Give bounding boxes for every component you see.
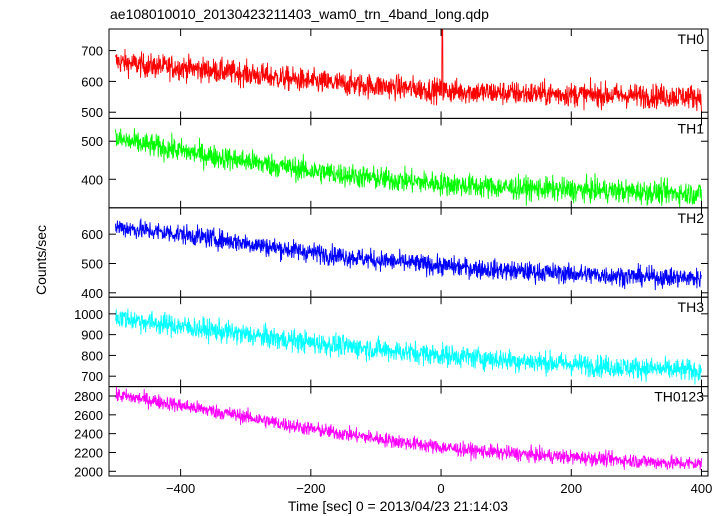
panel-label: TH3 — [678, 299, 705, 315]
panel-frame — [108, 207, 709, 298]
x-tick-label: 400 — [691, 481, 713, 496]
y-tick-label: 2200 — [74, 445, 103, 460]
panel-frame — [108, 386, 709, 477]
x-tick-label: 200 — [560, 481, 582, 496]
y-tick-label: 700 — [81, 44, 103, 59]
panel-label: TH2 — [678, 210, 705, 226]
y-tick-label: 2600 — [74, 408, 103, 423]
panels-group: 500 600 700 TH0 400 500 TH1 400 500 600 TH2 700 800 9… — [74, 28, 713, 496]
x-axis-label: Time [sec] 0 = 2013/04/23 21:14:03 — [288, 498, 508, 514]
y-axis-label: Counts/sec — [33, 225, 49, 295]
series-line-th2 — [115, 218, 702, 291]
series-line-th0 — [115, 29, 702, 112]
panel-th2: 400 500 600 TH2 — [81, 207, 709, 301]
panel-th1: 400 500 TH1 — [81, 117, 709, 209]
y-tick-label: 900 — [81, 328, 103, 343]
y-tick-label: 1000 — [74, 307, 103, 322]
chart-title: ae108010010_20130423211403_wam0_trn_4ban… — [110, 6, 489, 22]
series-line-th0123 — [115, 386, 702, 471]
y-tick-label: 700 — [81, 369, 103, 384]
y-tick-label: 2000 — [74, 464, 103, 479]
panel-label: TH0 — [678, 31, 705, 47]
series-line-th1 — [115, 128, 702, 208]
y-tick-label: 2400 — [74, 427, 103, 442]
y-tick-label: 600 — [81, 227, 103, 242]
panel-frame — [108, 28, 709, 119]
panel-th3: 700 800 900 1000 TH3 — [74, 296, 709, 388]
y-tick-label: 500 — [81, 134, 103, 149]
y-tick-label: 400 — [81, 286, 103, 301]
panel-label: TH0123 — [654, 389, 704, 405]
y-tick-label: 500 — [81, 105, 103, 120]
x-tick-label: −400 — [166, 481, 195, 496]
y-tick-label: 600 — [81, 74, 103, 89]
x-tick-label: −200 — [296, 481, 325, 496]
panel-th0: 500 600 700 TH0 — [81, 28, 709, 120]
y-tick-label: 2800 — [74, 389, 103, 404]
y-tick-label: 500 — [81, 256, 103, 271]
panel-th0123: 2000 2200 2400 2600 2800 TH0123 — [74, 386, 709, 479]
y-tick-label: 400 — [81, 172, 103, 187]
y-tick-label: 800 — [81, 348, 103, 363]
x-tick-label: 0 — [437, 481, 444, 496]
series-line-th3 — [115, 308, 702, 385]
panel-label: TH1 — [678, 120, 705, 136]
